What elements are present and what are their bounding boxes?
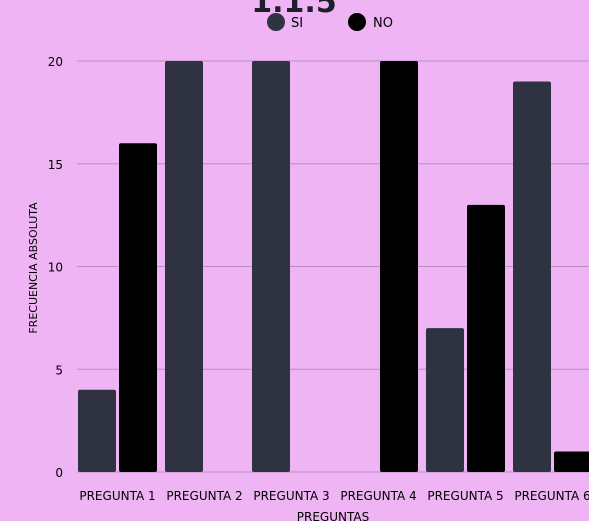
- bar-si-1: [78, 389, 116, 472]
- bar-no-4: [380, 61, 418, 472]
- legend-swatch-no: [348, 13, 366, 31]
- y-tick-label: 20: [48, 55, 63, 69]
- bar-no-6: [554, 451, 589, 472]
- x-tick-label: PREGUNTA 4: [340, 489, 416, 503]
- y-axis-ticks: 0 5 10 15 20: [48, 55, 63, 480]
- y-tick-label: 15: [48, 158, 63, 172]
- x-tick-label: PREGUNTA 1: [79, 489, 155, 503]
- legend-label-no: NO: [373, 16, 393, 31]
- x-tick-label: PREGUNTA 3: [253, 489, 329, 503]
- y-axis-label: FRECUENCIA ABSOLUTA: [27, 202, 40, 334]
- x-axis-label: PREGUNTAS: [297, 510, 369, 521]
- bar-no-1: [119, 143, 157, 472]
- y-tick-label: 10: [48, 261, 63, 275]
- legend-swatch-si: [267, 13, 285, 31]
- legend: SI NO: [267, 13, 393, 31]
- x-axis-ticks: PREGUNTA 1 PREGUNTA 2 PREGUNTA 3 PREGUNTA 4…: [79, 489, 589, 503]
- x-tick-label: PREGUNTA 2: [166, 489, 242, 503]
- y-tick-label: 0: [55, 466, 63, 480]
- x-tick-label: PREGUNTA 6: [514, 489, 589, 503]
- bar-si-5: [426, 328, 464, 472]
- bar-si-3: [252, 61, 290, 472]
- bar-si-2: [165, 61, 203, 472]
- bar-no-5: [467, 204, 505, 472]
- bars: [78, 61, 589, 473]
- legend-label-si: SI: [291, 16, 303, 31]
- bar-si-6: [513, 81, 551, 473]
- y-tick-label: 5: [55, 363, 63, 377]
- x-tick-label: PREGUNTA 5: [427, 489, 503, 503]
